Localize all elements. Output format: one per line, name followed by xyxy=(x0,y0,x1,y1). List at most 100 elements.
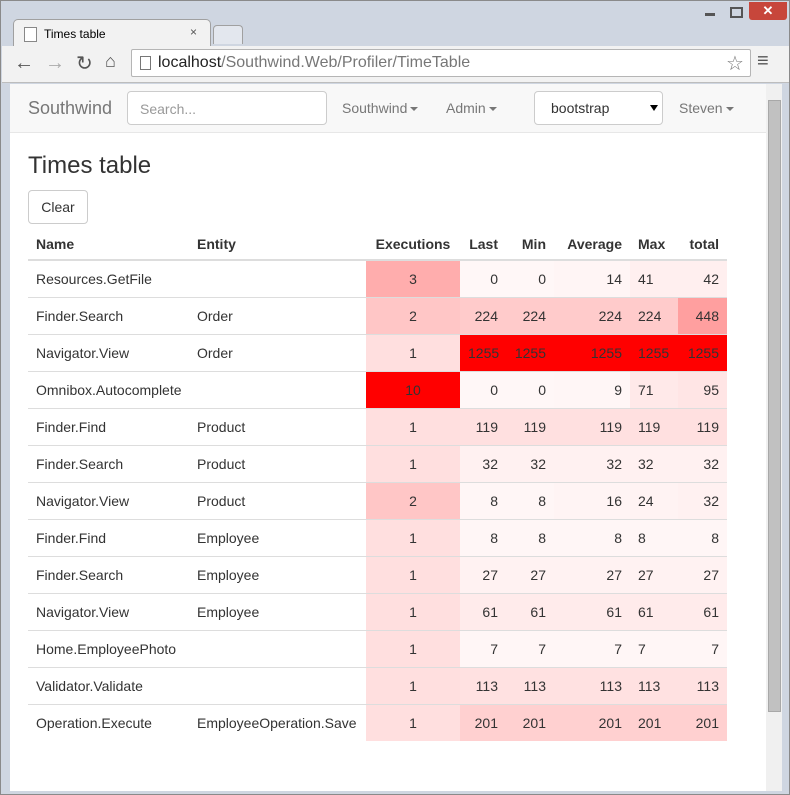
close-button[interactable]: ✕ xyxy=(749,2,787,20)
table-cell: 8 xyxy=(460,482,506,520)
maximize-button[interactable] xyxy=(723,5,749,19)
table-cell: 119 xyxy=(460,408,506,446)
table-cell: 71 xyxy=(630,371,678,409)
table-cell: 32 xyxy=(554,445,630,483)
back-button[interactable]: ← xyxy=(14,52,34,74)
table-cell: 24 xyxy=(630,482,678,520)
times-table: Name Entity Executions Last Min Average Max tot… xyxy=(28,229,727,741)
clear-button[interactable]: Clear xyxy=(28,190,88,224)
table-cell: 27 xyxy=(506,556,554,594)
column-header: Last xyxy=(460,229,506,261)
table-row: Finder.Find Product 1 119 119 119 119 119 xyxy=(28,408,727,446)
table-cell: Omnibox.Autocomplete xyxy=(28,371,189,409)
viewport: Southwind Search... Southwind Admin boot… xyxy=(10,84,766,791)
search-placeholder: Search... xyxy=(140,101,197,117)
table-cell: 32 xyxy=(506,445,554,483)
table-cell: EmployeeOperation.Save xyxy=(189,704,366,741)
table-cell: 119 xyxy=(678,408,727,446)
table-cell: 0 xyxy=(506,371,554,409)
table-cell: 1 xyxy=(366,630,460,668)
table-cell: Operation.Execute xyxy=(28,704,189,741)
column-header: Executions xyxy=(366,229,460,261)
table-cell: 1 xyxy=(366,519,460,557)
table-cell: Resources.GetFile xyxy=(28,259,189,298)
tab-close[interactable]: × xyxy=(190,25,198,39)
home-button[interactable]: ⌂ xyxy=(105,51,116,71)
tab-title: Times table xyxy=(44,27,106,41)
table-cell: 7 xyxy=(460,630,506,668)
table-cell: 1 xyxy=(366,408,460,446)
menu-button[interactable]: ≡ xyxy=(757,50,769,72)
table-cell: 1 xyxy=(366,593,460,631)
table-cell: 3 xyxy=(366,259,460,298)
table-cell: 1 xyxy=(366,334,460,372)
tab[interactable]: Times table × xyxy=(13,19,211,47)
table-cell: 8 xyxy=(506,519,554,557)
table-cell: 113 xyxy=(678,667,727,705)
forward-button[interactable]: → xyxy=(45,52,65,74)
minimize-button[interactable] xyxy=(697,5,723,19)
table-cell: 7 xyxy=(630,630,678,668)
table-cell: 2 xyxy=(366,482,460,520)
table-cell: Employee xyxy=(189,556,366,594)
table-cell: 113 xyxy=(554,667,630,705)
table-cell: 27 xyxy=(460,556,506,594)
table-cell: Validator.Validate xyxy=(28,667,189,705)
table-cell: 1255 xyxy=(460,334,506,372)
table-cell: Home.EmployeePhoto xyxy=(28,630,189,668)
table-cell: 61 xyxy=(554,593,630,631)
table-row: Validator.Validate 1 113 113 113 113 113 xyxy=(28,667,727,705)
bookmark-star[interactable]: ☆ xyxy=(726,53,744,75)
table-cell: 32 xyxy=(678,445,727,483)
url-host: localhost xyxy=(158,54,222,71)
table-cell: Order xyxy=(189,334,366,372)
table-cell: Finder.Search xyxy=(28,556,189,594)
column-header: total xyxy=(678,229,727,261)
url-path: /Southwind.Web/Profiler/TimeTable xyxy=(221,54,471,71)
table-cell: 32 xyxy=(460,445,506,483)
table-row: Navigator.View Employee 1 61 61 61 61 61 xyxy=(28,593,727,631)
nav-menu[interactable]: Admin xyxy=(446,100,497,116)
column-header: Average xyxy=(554,229,630,261)
column-header: Min xyxy=(506,229,554,261)
table-cell: Navigator.View xyxy=(28,482,189,520)
table-cell: 8 xyxy=(630,519,678,557)
table-cell: 1 xyxy=(366,556,460,594)
table-cell: 0 xyxy=(460,259,506,298)
reload-button[interactable]: ↻ xyxy=(76,53,93,75)
scroll-thumb[interactable] xyxy=(768,100,781,712)
brand[interactable]: Southwind xyxy=(28,98,113,118)
table-cell: 201 xyxy=(506,704,554,741)
search-box[interactable]: Search... xyxy=(127,91,327,125)
table-cell: 201 xyxy=(678,704,727,741)
table-cell: 14 xyxy=(554,259,630,298)
table-cell: 201 xyxy=(554,704,630,741)
table-row: Navigator.View Order 1 1255 1255 1255 1255 1255 xyxy=(28,334,727,372)
table-row: Operation.Execute EmployeeOperation.Save 1… xyxy=(28,704,727,741)
table-cell xyxy=(189,259,366,298)
table-cell: 224 xyxy=(554,297,630,335)
table-row: Resources.GetFile 3 0 0 14 41 42 xyxy=(28,259,727,298)
address-bar[interactable]: localhost/Southwind.Web/Profiler/TimeTab… xyxy=(131,49,751,77)
table-cell: 1255 xyxy=(554,334,630,372)
table-cell: 42 xyxy=(678,259,727,298)
table-cell: 1 xyxy=(366,667,460,705)
table-cell: 10 xyxy=(366,371,460,409)
table-cell: 32 xyxy=(630,445,678,483)
table-cell: 119 xyxy=(630,408,678,446)
table-cell: 224 xyxy=(630,297,678,335)
table-cell: 1255 xyxy=(630,334,678,372)
new-tab[interactable] xyxy=(213,25,243,44)
table-row: Finder.Find Employee 1 8 8 8 8 8 xyxy=(28,519,727,557)
table-cell: 7 xyxy=(506,630,554,668)
table-cell: Navigator.View xyxy=(28,334,189,372)
table-cell: 9 xyxy=(554,371,630,409)
theme-select[interactable]: bootstrap xyxy=(534,91,663,125)
user-menu[interactable]: Steven xyxy=(679,100,734,116)
nav-menu[interactable]: Southwind xyxy=(342,100,418,116)
table-cell: 7 xyxy=(678,630,727,668)
column-header: Entity xyxy=(189,229,366,261)
table-cell: Finder.Search xyxy=(28,445,189,483)
table-cell: 113 xyxy=(630,667,678,705)
table-cell xyxy=(189,630,366,668)
